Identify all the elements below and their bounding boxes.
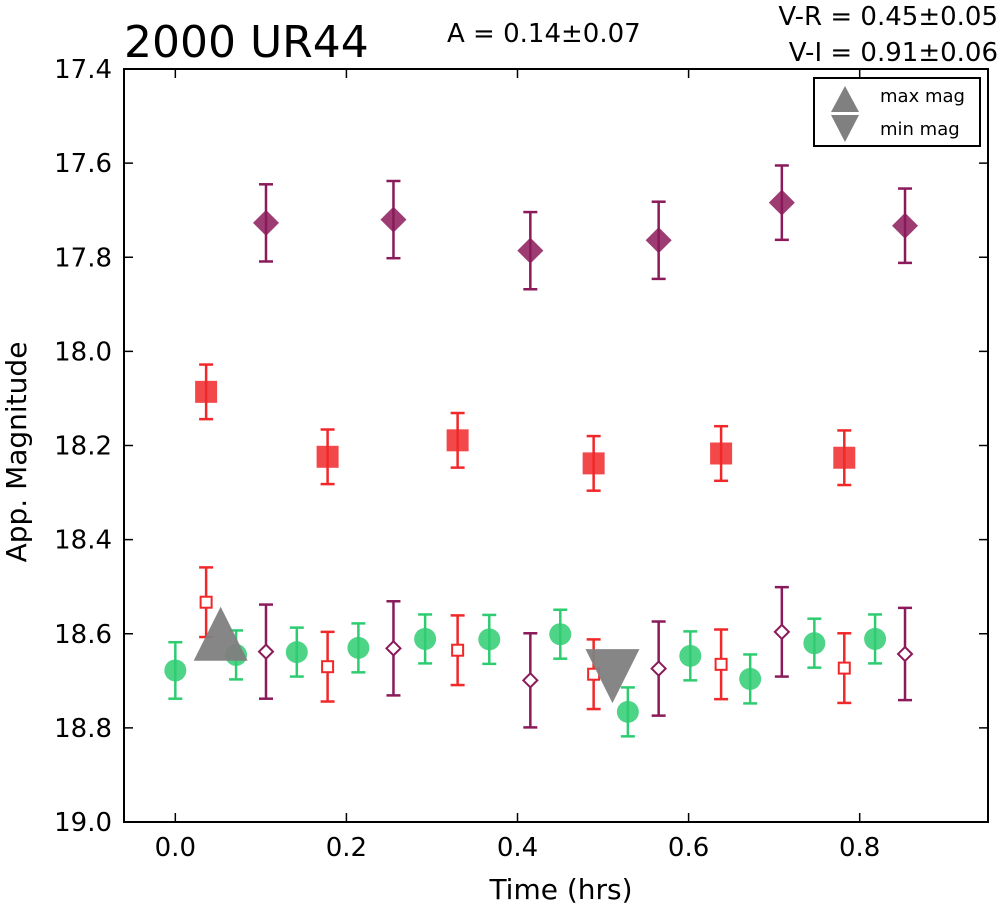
color-index-vi: V-I = 0.91±0.06 [789, 38, 998, 68]
min-mag-marker [585, 649, 640, 704]
diamond-open-point [773, 623, 791, 641]
square-open-point [199, 595, 213, 609]
legend-max-mag-marker [831, 86, 859, 112]
y-tick-label: 18.6 [54, 620, 112, 650]
circle-point [478, 628, 501, 651]
y-tick-label: 17.4 [54, 55, 112, 85]
circle-point [739, 667, 762, 690]
x-tick-label: 0.8 [839, 833, 880, 863]
x-tick-label: 0.2 [326, 833, 367, 863]
y-axis-label: App. Magnitude [0, 342, 33, 563]
y-tick-label: 18.4 [54, 526, 112, 556]
diamond-point [892, 212, 919, 239]
square-open-point [451, 643, 465, 657]
square-open-point [714, 657, 728, 671]
diamond-point [768, 189, 795, 216]
diamond-point [380, 206, 407, 233]
legend-min-mag-marker [831, 115, 859, 142]
square-point [446, 429, 469, 452]
diamond-point [253, 209, 280, 236]
circle-point [285, 641, 308, 664]
y-tick-label: 18.0 [54, 337, 112, 367]
diamond-open-point [650, 660, 668, 677]
circle-point [414, 627, 437, 650]
y-tick-label: 18.8 [54, 714, 112, 744]
x-axis-label: Time (hrs) [488, 873, 632, 904]
legend: max mag min mag [813, 77, 981, 147]
square-point [316, 445, 339, 468]
x-tick-label: 0.6 [668, 833, 709, 863]
diamond-point [517, 237, 544, 264]
circle-point [803, 632, 826, 655]
circle-point [616, 700, 639, 723]
circle-point [347, 636, 370, 659]
square-point [833, 446, 856, 469]
square-point [582, 452, 605, 475]
circle-point [549, 623, 572, 646]
max-mag-marker [193, 606, 248, 661]
legend-max-mag-label: max mag [880, 86, 965, 107]
square-point [195, 380, 218, 403]
y-tick-label: 19.0 [54, 808, 112, 838]
square-point [710, 442, 733, 465]
square-open-point [321, 660, 335, 674]
y-tick-label: 17.8 [54, 243, 112, 273]
circle-point [679, 644, 702, 667]
circle-point [864, 627, 887, 650]
y-tick-label: 17.6 [54, 149, 112, 179]
plot-frame [123, 68, 989, 823]
legend-min-mag-label: min mag [880, 119, 960, 140]
diamond-open-point [896, 645, 914, 663]
diamond-point [645, 227, 672, 254]
x-tick-label: 0.4 [497, 833, 538, 863]
y-tick-label: 18.2 [54, 432, 112, 462]
axis-ticks: 0.0 0.2 0.4 0.6 0.8 17.4 17.6 17.8 18.0 18.2 18.4 1… [54, 55, 988, 863]
diamond-open-point [385, 639, 402, 657]
diamond-open-point [257, 643, 275, 661]
diamond-open-point [521, 671, 539, 689]
x-tick-label: 0.0 [155, 833, 196, 863]
chart-title: 2000 UR44 [124, 17, 369, 68]
color-index-vr: V-R = 0.45±0.05 [778, 2, 998, 32]
data-marks [164, 164, 919, 738]
square-open-point [837, 661, 851, 675]
circle-point [164, 659, 187, 682]
amplitude-label: A = 0.14±0.07 [447, 19, 641, 49]
